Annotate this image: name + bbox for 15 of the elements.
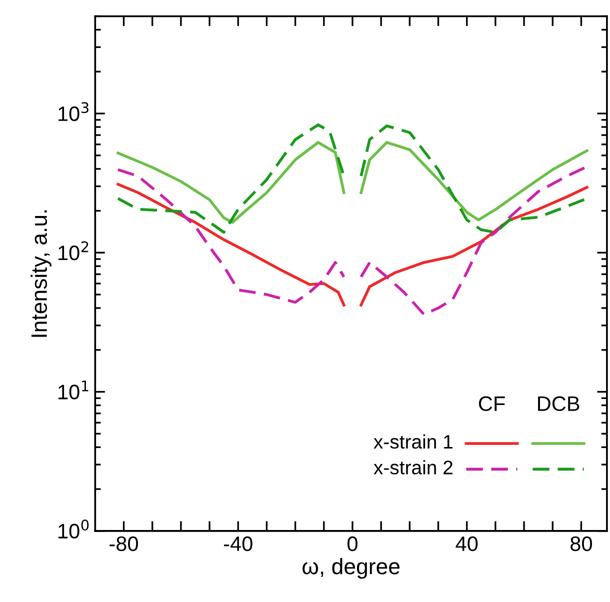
- y-tick-label: 10$^{2}$: [58, 241, 88, 260]
- y-tick-label: 10$^{0}$: [58, 520, 89, 539]
- x-axis-title: ω, degree: [302, 558, 400, 579]
- y-axis-title: Intensity, a.u.: [30, 210, 52, 337]
- legend-label: x-strain 2: [374, 460, 452, 474]
- y-tick-label: 10$^{3}$: [58, 102, 88, 122]
- x-tick-label: 0: [348, 536, 358, 552]
- annotation: DCB: [538, 396, 580, 412]
- x-tick-label: -40: [224, 536, 252, 552]
- x-tick-label: 80: [570, 536, 592, 552]
- x-tick-label: -80: [110, 536, 138, 552]
- y-tick-label: 10$^{1}$: [58, 380, 88, 400]
- x-tick-label: 40: [456, 536, 478, 552]
- annotation: CF: [478, 396, 505, 412]
- legend-label: x-strain 1: [374, 434, 452, 449]
